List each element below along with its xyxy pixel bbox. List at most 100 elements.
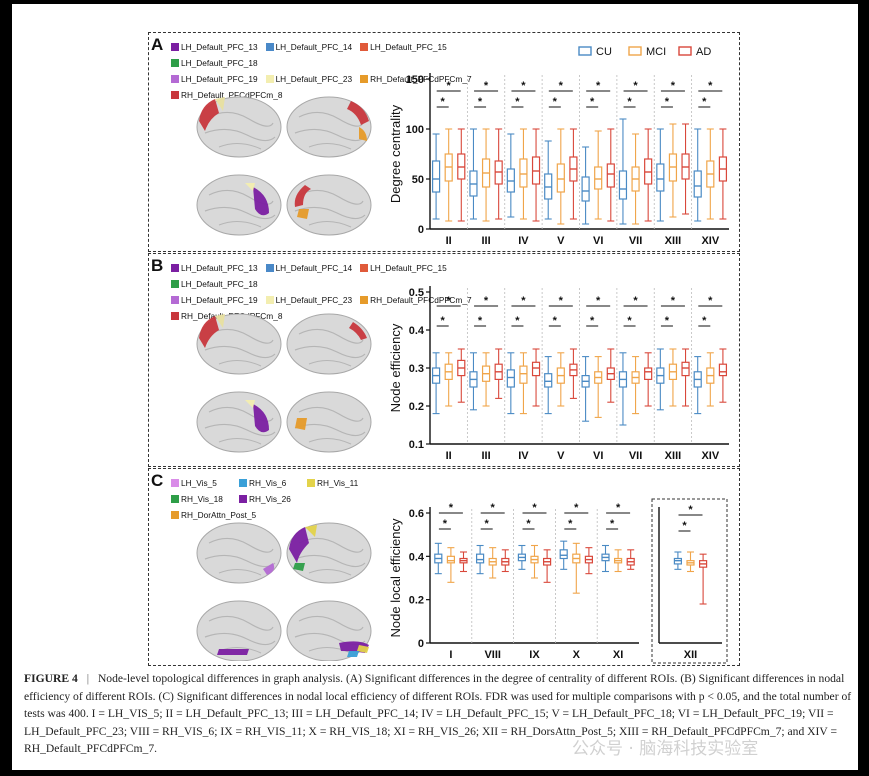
sig-star: * [443, 518, 448, 530]
legend-swatch [171, 75, 179, 83]
box-cu [673, 551, 682, 570]
group-legend: CU MCI AD [578, 46, 711, 58]
box [544, 373, 553, 388]
box [656, 163, 665, 192]
box-ad [718, 128, 728, 220]
hemisphere [196, 600, 282, 661]
box-mci [446, 547, 456, 583]
box-mci [594, 130, 603, 220]
sig-star: * [702, 315, 707, 327]
brain-view [286, 522, 372, 584]
box [693, 170, 702, 198]
legend-label: LH_Default_PFC_18 [181, 58, 258, 68]
box-mci [481, 352, 491, 407]
sig-star: * [447, 295, 452, 307]
legend-item: LH_Default_PFC_14 [265, 39, 352, 55]
legend-label: LH_Default_PFC_14 [275, 263, 353, 273]
sig-star: * [708, 80, 713, 92]
y-tick-label: 0.1 [409, 439, 424, 451]
sulcus [308, 569, 352, 576]
y-tick-label: 0 [418, 224, 424, 236]
box-cu [581, 146, 590, 225]
sig-star: * [665, 96, 670, 108]
box-ad [501, 549, 510, 573]
box-ad [494, 348, 503, 399]
box-cu [618, 118, 628, 225]
caption-text: Node-level topological differences in gr… [24, 672, 852, 755]
sulcus [204, 632, 276, 646]
x-tick-label: I [449, 649, 452, 661]
caption-separator: | [86, 672, 90, 685]
sig-star: * [515, 315, 520, 327]
box-cu [506, 352, 515, 415]
legend-item: LH_Default_PFC_19 [171, 71, 258, 87]
box-mci [594, 356, 603, 418]
legend-swatch [171, 312, 179, 320]
x-tick-label: XIII [665, 235, 682, 247]
legend-swatch [171, 91, 179, 99]
box-ad [569, 128, 578, 220]
legend-label: RH_Vis_26 [249, 494, 291, 504]
y-tick-label: 0.3 [409, 363, 424, 375]
sulcus [204, 128, 276, 142]
box-ad [606, 128, 615, 222]
sulcus [308, 360, 352, 367]
brain-view [286, 313, 372, 375]
legend-swatch [239, 479, 247, 487]
brain-view [286, 391, 372, 453]
sulcus [208, 406, 274, 422]
brain-renderings [196, 96, 372, 236]
sulcus [298, 406, 364, 422]
box-cu [506, 133, 515, 218]
legend-item: RH_Vis_6 [239, 475, 299, 491]
sulcus [294, 345, 366, 359]
legend-item: LH_Default_PFC_13 [171, 260, 258, 276]
sig-star: * [590, 315, 595, 327]
roi-patch [347, 101, 369, 125]
x-tick-label: IX [529, 649, 540, 661]
box-cu [469, 352, 478, 411]
brain-view [196, 174, 282, 236]
y-tick-label: 0.2 [409, 401, 424, 413]
box-ad [644, 352, 653, 407]
y-tick-label: 0.2 [409, 595, 424, 607]
sig-star: * [633, 295, 638, 307]
watermark: 公众号 · 脑海科技实验室 [572, 739, 759, 759]
sig-star: * [610, 518, 615, 530]
sulcus [208, 111, 274, 127]
brain-view [196, 391, 282, 453]
sig-star: * [447, 80, 452, 92]
roi-patch [263, 563, 275, 575]
box [519, 365, 528, 384]
legend-item: LH_Default_PFC_14 [265, 260, 353, 276]
legend-swatch [171, 296, 179, 304]
box [559, 549, 568, 560]
box-mci [631, 133, 640, 225]
legend-label: LH_Default_PFC_18 [181, 279, 258, 289]
roi-patch [295, 418, 307, 430]
roi-patch [349, 322, 367, 340]
sulcus [298, 189, 364, 205]
sig-star: * [559, 80, 564, 92]
box [681, 361, 690, 377]
roi-patch [215, 97, 225, 111]
box-mci [444, 352, 453, 407]
x-tick-label: II [446, 450, 452, 462]
x-tick-label: IV [518, 235, 529, 247]
hemisphere [286, 96, 372, 158]
sig-star: * [665, 315, 670, 327]
box [506, 369, 515, 388]
box-mci [614, 549, 623, 573]
box [431, 160, 441, 193]
box-ad [531, 348, 541, 407]
legend-swatch [265, 264, 274, 272]
sig-star: * [521, 80, 526, 92]
x-tick-label: V [557, 235, 565, 247]
sulcus [294, 554, 366, 568]
brain-renderings [196, 313, 372, 453]
legend-swatch [171, 59, 179, 67]
box-cu [693, 356, 702, 415]
x-tick-label: VI [593, 235, 603, 247]
group-swatch [678, 46, 692, 56]
box-mci [530, 544, 539, 579]
